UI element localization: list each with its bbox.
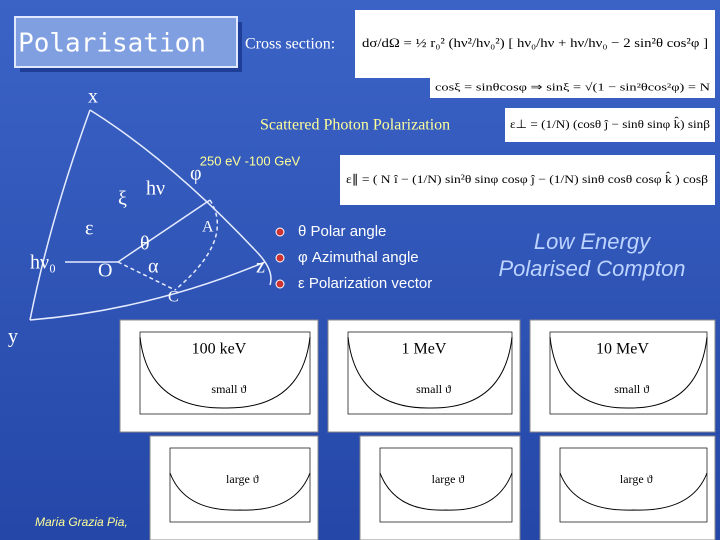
title: Polarisation [18,29,206,59]
bullet-text: φ Azimuthal angle [298,249,419,266]
label: x [88,86,98,108]
axis-curve [29,261,266,321]
histogram-shape [549,336,708,409]
label: C [168,289,179,306]
histogram-shape [379,472,513,511]
histogram-shape [347,336,513,409]
heading: Polarised Compton [498,256,685,281]
plot-small-label: small ϑ [416,382,451,396]
axis-curve [89,109,272,286]
plot-frame [169,447,311,523]
plot-panel [119,319,319,433]
label: y [8,326,18,348]
label: φ [190,163,202,185]
plot-frame [549,331,708,415]
plots: 100 keV small ϑ large ϑ 1 MeV small ϑ large ϑ… [119,319,716,540]
plot-large-label: large ϑ [226,472,259,486]
plot-energy: 1 MeV [402,341,447,358]
footer: Maria Grazia Pia, [35,515,128,529]
plot-large-label: large ϑ [620,472,653,486]
plot-small-label: small ϑ [614,382,649,396]
bullet-list: θ Polar angle φ Azimuthal angle ε Polari… [275,223,432,292]
scattered-ray [117,199,211,263]
histogram-shape [169,472,311,511]
plot-energy: 100 keV [192,341,247,358]
plot-frame [559,447,708,523]
label: hν₀ [30,252,56,274]
label: hν [146,178,165,200]
plot-frame [379,447,513,523]
heading: Low Energy [534,229,652,254]
formula-box [340,155,715,205]
scattered-label: Scattered Photon Polarization [260,117,450,134]
plot-panel [327,319,521,433]
formula-box [430,78,715,98]
diagram-labels: x y z hν₀ ε ξ hν φ θ α O A C [8,86,265,348]
projection [117,261,176,291]
plot-panel [359,435,521,540]
axis-curve [29,109,91,321]
plot-panel [539,435,716,540]
energy-range: 250 eV -100 GeV [200,153,301,168]
histogram-shape [139,336,311,409]
label: O [98,260,112,282]
formula: ε∥ = ( N î − (1/N) sin²θ sinφ cosφ ĵ − (… [346,171,708,186]
plot-energy: 10 MeV [596,341,649,358]
label: ε [85,218,93,240]
formula: dσ/dΩ = ½ r₀² (hν²/hν₀²) [ hν₀/hν + hν/h… [362,35,708,50]
bullet [275,279,285,289]
formula-box [505,108,715,142]
histogram-shape [559,472,708,511]
plot-small-label: small ϑ [211,382,246,396]
cross-section-label: Cross section: [245,36,335,53]
label: ξ [118,188,127,210]
formula: cosξ = sinθcosφ ⇒ sinξ = √(1 − sin²θcos²… [435,82,710,94]
bullet-text: θ Polar angle [298,223,386,240]
bullet-text: ε Polarization vector [298,275,432,292]
formula-box [355,10,715,78]
arc [174,199,219,291]
plot-frame [347,331,513,415]
title-box [14,16,238,68]
plot-large-label: large ϑ [432,472,465,486]
label: A [202,219,214,236]
formula: ε⊥ = (1/N) (cosθ ĵ − sinθ sinφ k̂) sinβ [510,116,710,131]
label: α [148,256,159,278]
bullet [275,253,285,263]
bullet [275,227,285,237]
plot-panel [529,319,716,433]
diagram-lines [29,109,272,321]
plot-frame [139,331,311,415]
label: z [256,256,265,278]
label: θ [140,233,150,255]
plot-panel [149,435,319,540]
